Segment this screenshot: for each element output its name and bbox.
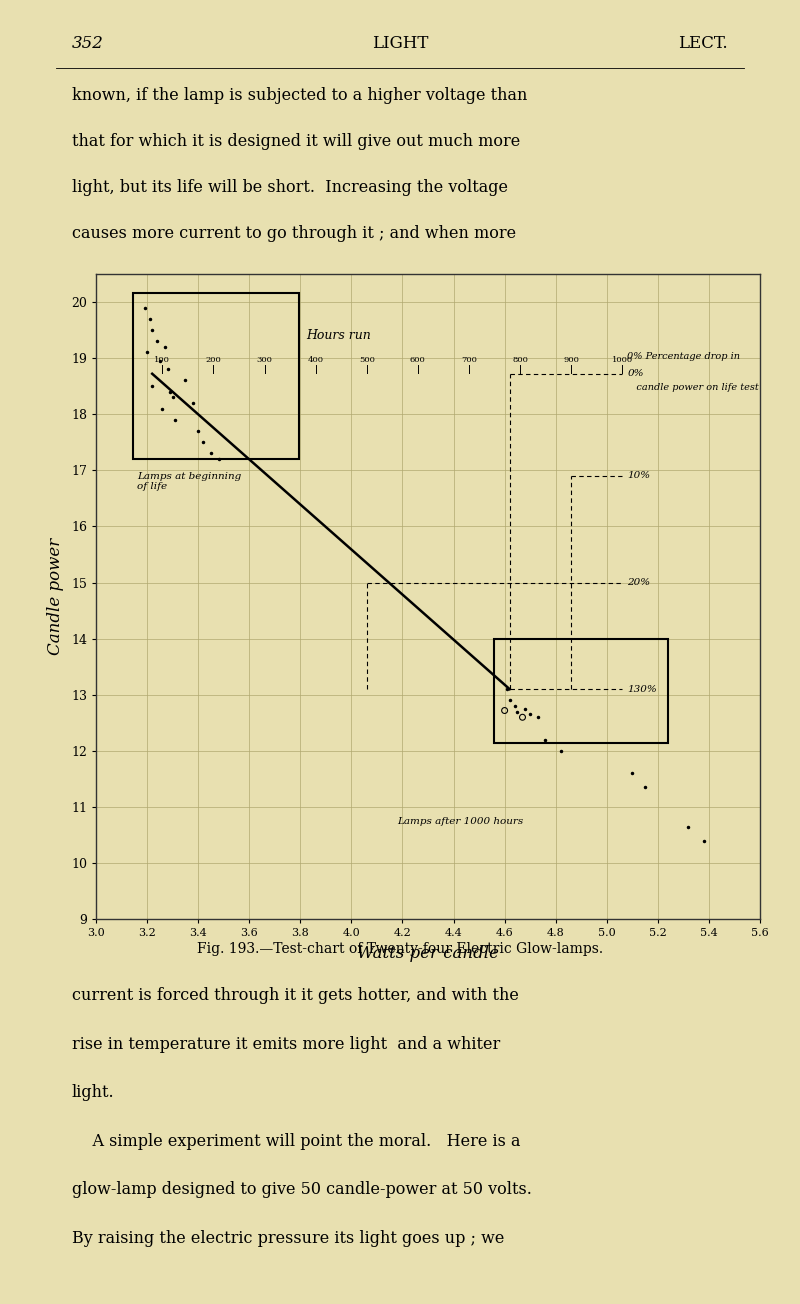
Point	[212, 449, 225, 469]
Text: current is forced through it it gets hotter, and with the: current is forced through it it gets hot…	[72, 987, 519, 1004]
Text: Fig. 193.—Test-chart of Twenty-four Electric Glow-lamps.: Fig. 193.—Test-chart of Twenty-four Elec…	[197, 943, 603, 956]
Text: 200: 200	[206, 356, 222, 364]
Text: 0%: 0%	[627, 369, 644, 378]
Point	[156, 398, 169, 419]
Text: 800: 800	[512, 356, 528, 364]
Point	[146, 319, 158, 340]
Point	[509, 695, 522, 716]
Point	[186, 393, 199, 413]
Point	[501, 679, 514, 700]
Text: A simple experiment will point the moral.   Here is a: A simple experiment will point the moral…	[72, 1133, 521, 1150]
Point	[518, 699, 531, 720]
Text: known, if the lamp is subjected to a higher voltage than: known, if the lamp is subjected to a hig…	[72, 87, 527, 104]
Text: 1000: 1000	[611, 356, 633, 364]
Text: candle power on life test: candle power on life test	[627, 383, 759, 393]
Text: 400: 400	[308, 356, 324, 364]
Text: Lamps after 1000 hours: Lamps after 1000 hours	[398, 818, 524, 827]
Point	[626, 763, 638, 784]
Bar	[494, 639, 668, 742]
Point	[158, 336, 171, 357]
Text: 0% Percentage drop in: 0% Percentage drop in	[627, 352, 740, 361]
Point	[166, 387, 179, 408]
Text: 100: 100	[154, 356, 170, 364]
Point	[179, 370, 192, 391]
Point	[205, 443, 218, 464]
Point	[143, 308, 156, 329]
Y-axis label: Candle power: Candle power	[47, 539, 64, 655]
Point	[197, 432, 210, 452]
Point	[531, 707, 544, 728]
Point	[516, 707, 529, 728]
Text: 500: 500	[358, 356, 374, 364]
Point	[554, 741, 567, 762]
Point	[503, 690, 516, 711]
Point	[161, 359, 174, 379]
Text: 130%: 130%	[627, 685, 657, 694]
Point	[154, 351, 166, 372]
Text: that for which it is designed it will give out much more: that for which it is designed it will gi…	[72, 133, 520, 150]
Point	[682, 816, 695, 837]
Text: 352: 352	[72, 34, 104, 52]
Text: Lamps at beginning
of life: Lamps at beginning of life	[137, 472, 241, 492]
Point	[638, 777, 651, 798]
Text: light.: light.	[72, 1085, 114, 1102]
Text: causes more current to go through it ; and when more: causes more current to go through it ; a…	[72, 226, 516, 243]
Text: 900: 900	[563, 356, 579, 364]
Text: By raising the electric pressure its light goes up ; we: By raising the electric pressure its lig…	[72, 1230, 504, 1247]
Point	[698, 831, 710, 852]
Text: 300: 300	[257, 356, 273, 364]
Point	[138, 297, 151, 318]
Point	[539, 729, 552, 750]
Point	[511, 702, 524, 722]
Bar	[133, 293, 299, 459]
Text: 700: 700	[461, 356, 477, 364]
Point	[164, 381, 177, 402]
Text: Hours run: Hours run	[306, 330, 371, 343]
X-axis label: Watts per candle: Watts per candle	[357, 945, 499, 962]
Text: LECT.: LECT.	[678, 34, 728, 52]
Text: light, but its life will be short.  Increasing the voltage: light, but its life will be short. Incre…	[72, 179, 508, 197]
Point	[498, 700, 511, 721]
Text: glow-lamp designed to give 50 candle-power at 50 volts.: glow-lamp designed to give 50 candle-pow…	[72, 1181, 532, 1198]
Point	[524, 704, 537, 725]
Text: 600: 600	[410, 356, 426, 364]
Point	[146, 376, 158, 396]
Point	[141, 342, 154, 363]
Text: 20%: 20%	[627, 578, 650, 587]
Text: 10%: 10%	[627, 472, 650, 480]
Point	[192, 421, 205, 442]
Point	[151, 331, 164, 352]
Point	[169, 409, 182, 430]
Text: LIGHT: LIGHT	[372, 34, 428, 52]
Text: rise in temperature it emits more light  and a whiter: rise in temperature it emits more light …	[72, 1035, 500, 1052]
